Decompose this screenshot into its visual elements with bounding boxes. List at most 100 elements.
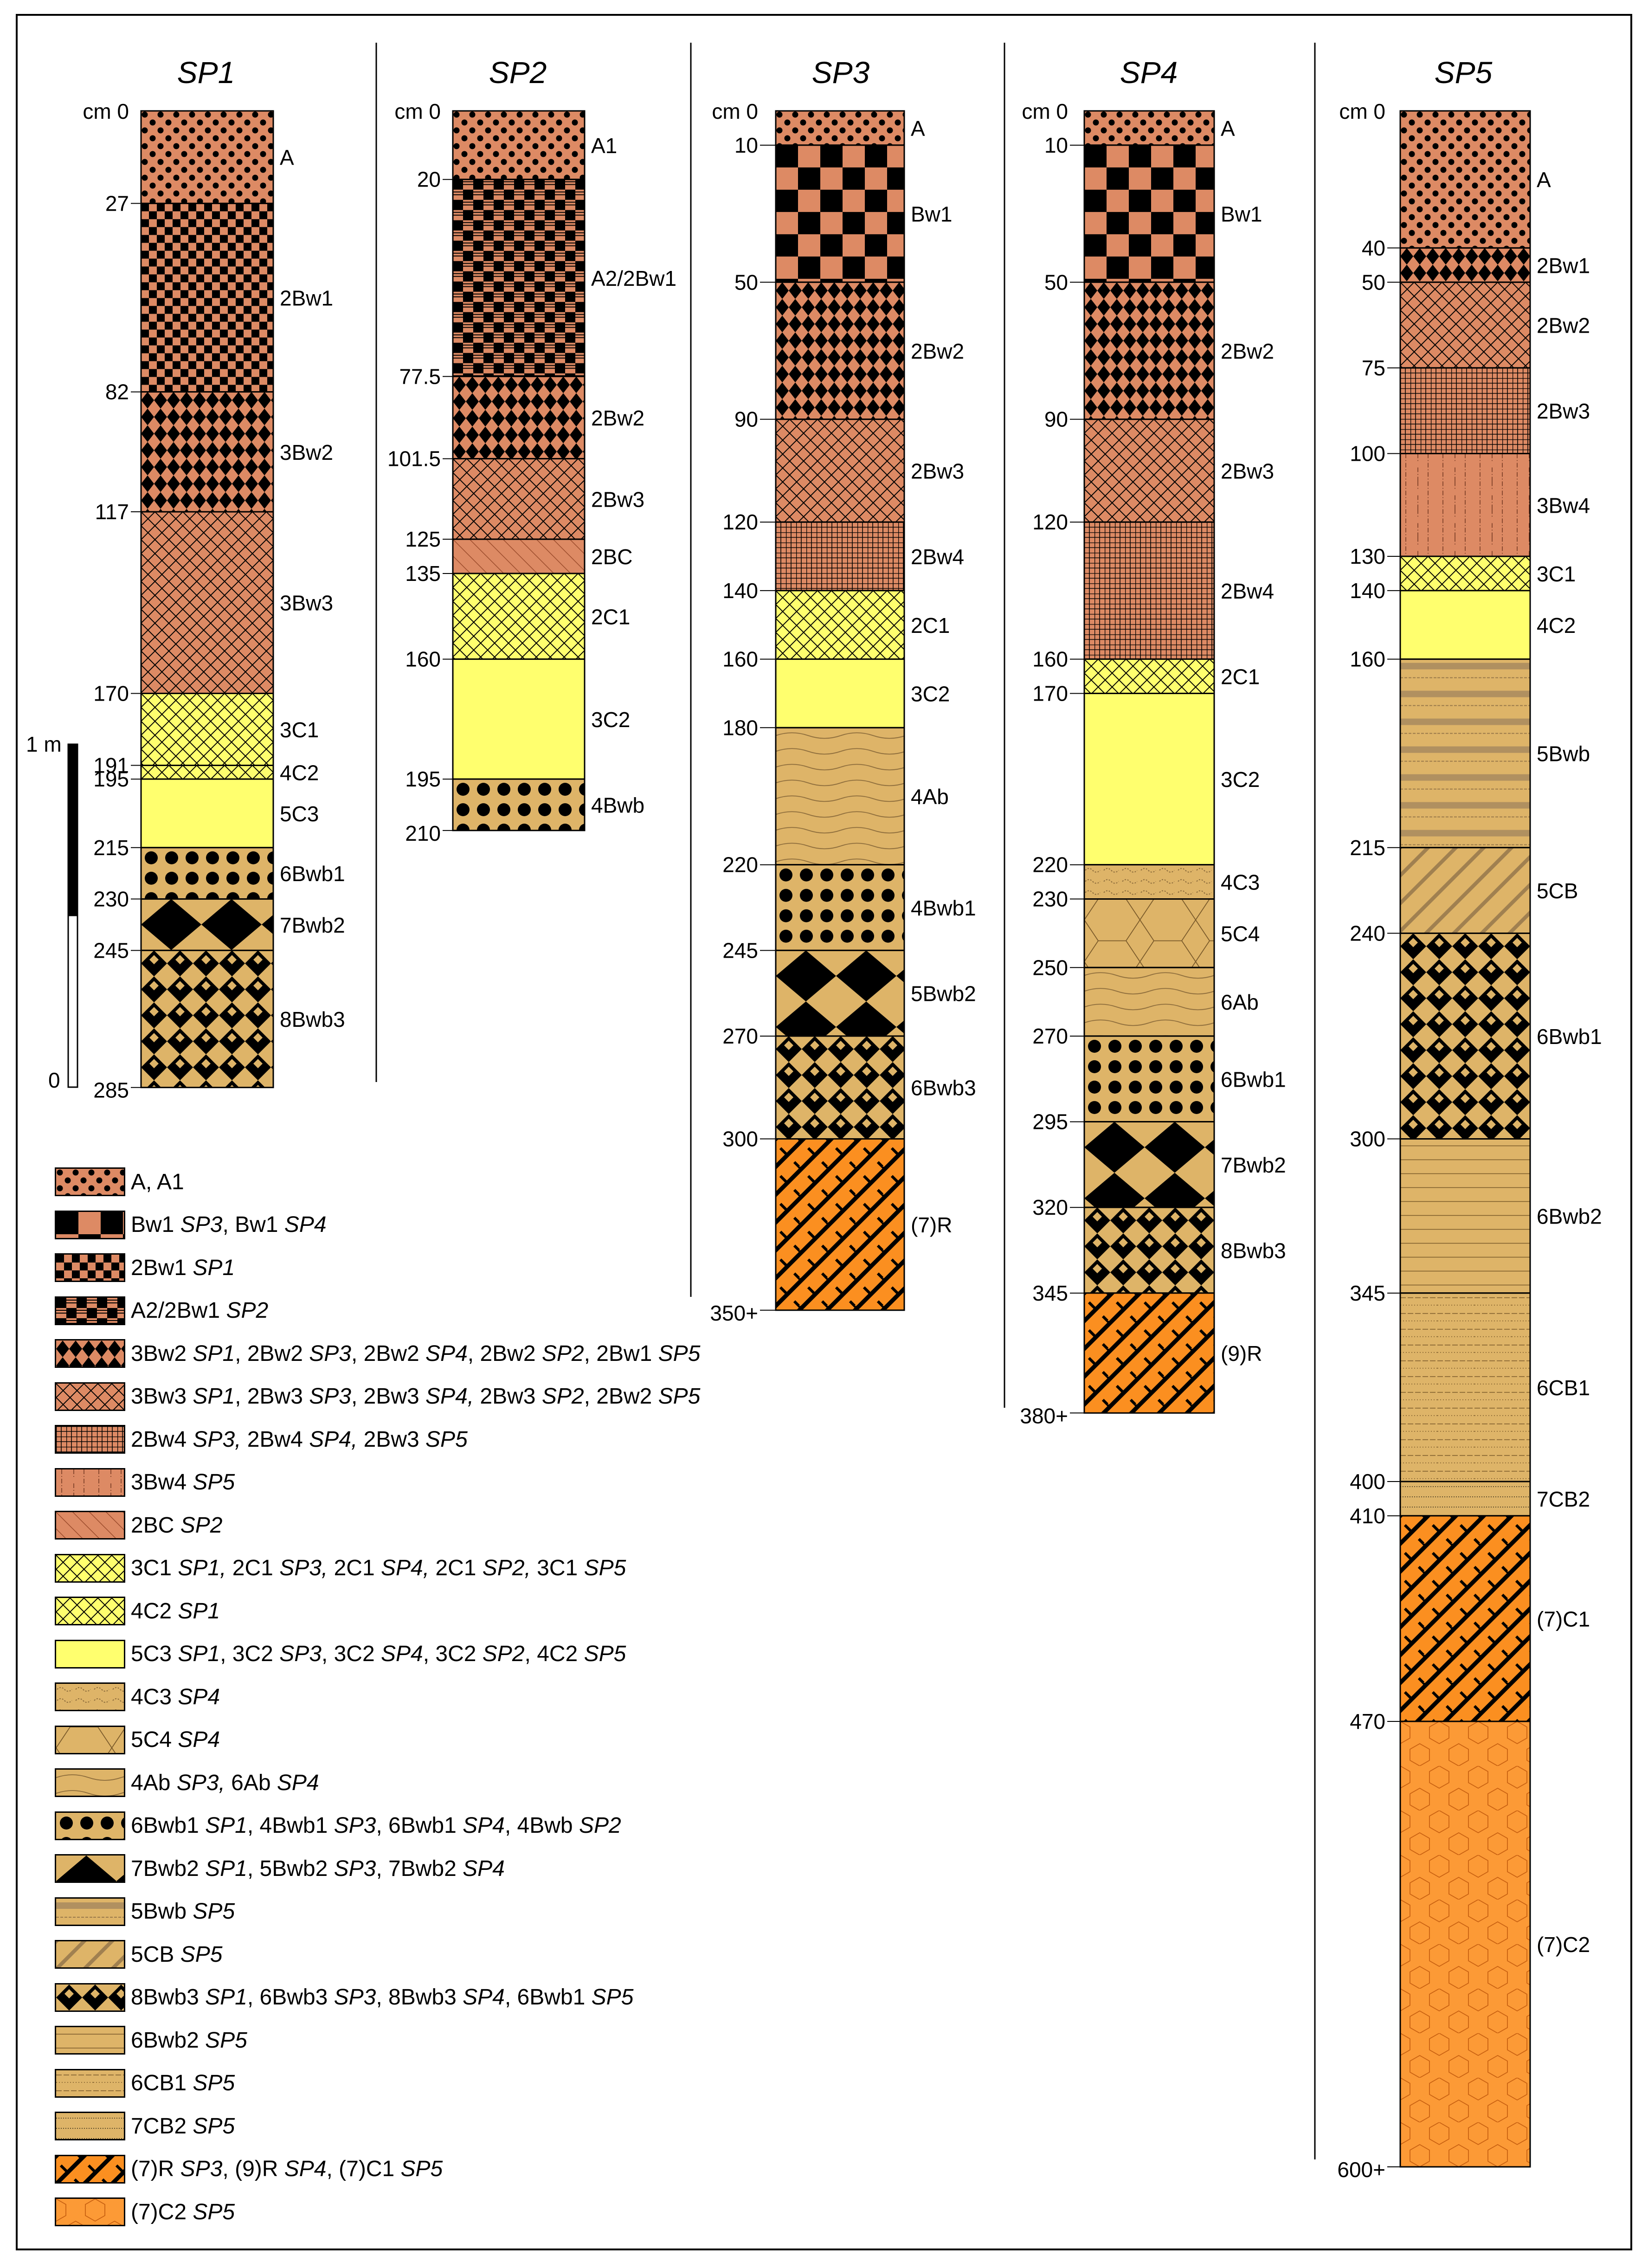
horizon-label: 7Bwb2 [280,913,345,937]
legend-item: Bw1 SP3, Bw1 SP4 [55,1210,327,1240]
horizon-2bw1 [1399,247,1531,283]
depth-label: 40 [1362,236,1385,260]
soil-profiles-diagram: SP1 A 2Bw1 3Bw2 3Bw3 3C1 4C2 5C3 6Bwb1 7Bwb2 8Bwb3… [26,43,1602,2182]
horizon-7c1 [1399,1515,1531,1722]
legend-item: 4Ab SP3, 6Ab SP4 [55,1767,319,1798]
horizon-3bw4 [1399,453,1531,557]
horizon-label: 7Bwb2 [1221,1153,1286,1177]
legend-swatch [55,1597,125,1625]
legend-swatch [55,1167,125,1196]
horizon-label: 4C2 [280,760,319,785]
horizon-6bwb1 [1399,932,1531,1140]
horizon-label: A [911,116,925,141]
horizon-5c4 [1083,898,1215,968]
horizon-3bw2 [140,391,274,513]
depth-label: 470 [1350,1709,1385,1733]
depth-label: 90 [734,407,758,432]
horizon-2c1 [775,590,905,660]
depth-label-end: 210 [405,821,441,845]
legend-item: 5Bwb SP5 [55,1896,235,1927]
scale-bar-black [67,743,78,916]
horizon-label: 5C4 [1221,921,1260,946]
depth-label: 320 [1032,1195,1068,1219]
horizon-3c1 [1399,555,1531,592]
legend-item: 5C4 SP4 [55,1725,220,1755]
legend-label: 2BC SP2 [131,1513,223,1538]
horizon-label: 2Bw3 [1537,399,1590,423]
profile-title: SP3 [812,55,870,90]
depth-label-top: cm 0 [83,99,129,123]
horizon-label: 3C2 [1221,767,1260,792]
depth-label: 140 [1350,579,1385,603]
legend-item: 6CB1 SP5 [55,2068,235,2099]
legend-label: 3Bw4 SP5 [131,1470,235,1495]
depth-label: 215 [1350,836,1385,860]
horizon-4c3 [1083,864,1215,900]
legend-label: 3Bw2 SP1, 2Bw2 SP3, 2Bw2 SP4, 2Bw2 SP2, … [131,1341,701,1366]
legend-swatch [55,1553,125,1583]
horizon-2bc [452,538,586,574]
horizon-a [1083,110,1215,146]
legend-swatch [55,1339,125,1368]
legend-label: 5C3 SP1, 3C2 SP3, 3C2 SP4, 3C2 SP2, 4C2 … [131,1642,626,1666]
depth-label: 230 [1032,887,1068,911]
depth-label: 101.5 [387,447,441,471]
horizon-label: 6Bwb1 [1537,1024,1602,1049]
horizon-label: 2C1 [911,613,950,638]
horizon-label: 5C3 [280,802,319,826]
legend-item: A, A1 [55,1166,184,1197]
horizon-label: 5CB [1537,879,1578,903]
legend-item: 3Bw2 SP1, 2Bw2 SP3, 2Bw2 SP4, 2Bw2 SP2, … [55,1338,700,1369]
depth-label: 195 [405,767,441,791]
horizon-label: (7)R [911,1213,952,1237]
horizon-label: (7)C1 [1537,1607,1590,1631]
legend-item: 4C3 SP4 [55,1682,220,1712]
depth-label: 170 [93,681,129,705]
horizon-label: 3C1 [280,718,319,742]
depth-label: 215 [93,836,129,860]
horizon-2bw2 [1083,281,1215,420]
depth-label: 170 [1032,681,1068,705]
legend-label: A2/2Bw1 SP2 [131,1298,269,1323]
depth-label: 220 [722,853,758,877]
depth-label: 300 [1350,1127,1385,1151]
horizon-label: Bw1 [1221,202,1262,226]
depth-label: 50 [1362,270,1385,294]
profile-title: SP5 [1435,55,1493,90]
profile-title: SP1 [177,55,235,90]
depth-label: 75 [1362,356,1385,380]
depth-label-end: 600+ [1337,2158,1385,2182]
legend-label: 6Bwb1 SP1, 4Bwb1 SP3, 6Bwb1 SP4, 4Bwb SP… [131,1813,621,1838]
legend-swatch [55,1725,125,1754]
horizon-2bw3 [1399,367,1531,454]
depth-label: 120 [722,510,758,534]
horizon-4ab [775,727,905,866]
legend-swatch [55,1940,125,1969]
horizon-7bwb2 [1083,1121,1215,1208]
depth-label-end: 285 [93,1078,129,1102]
legend-label: (7)C2 SP5 [131,2199,235,2224]
horizon-label: 4Ab [911,785,949,809]
legend-swatch [55,2154,125,2184]
scale-bar: 1 m 0 [26,732,78,1092]
horizon-label: A2/2Bw1 [591,266,676,290]
scale-bar-zero: 0 [48,1068,60,1092]
legend-swatch [55,2026,125,2055]
horizon-label: 2C1 [591,605,630,629]
scale-bar-white [67,915,78,1088]
depth-label: 125 [405,527,441,551]
depth-label: 82 [105,380,129,404]
depth-label: 77.5 [399,364,441,388]
horizon-3c1 [140,692,274,767]
depth-label: 180 [722,715,758,740]
depth-label: 230 [93,887,129,911]
horizon-5c3 [140,778,274,849]
legend-label: 3Bw3 SP1, 2Bw3 SP3, 2Bw3 SP4, 2Bw3 SP2, … [131,1384,701,1409]
horizon-label: (9)R [1221,1341,1262,1366]
legend-item: 6Bwb1 SP1, 4Bwb1 SP3, 6Bwb1 SP4, 4Bwb SP… [55,1811,621,1841]
legend-swatch [55,1425,125,1454]
legend-item: 2Bw1 SP1 [55,1252,235,1283]
depth-label-top: cm 0 [712,99,758,123]
legend-item: 5C3 SP1, 3C2 SP3, 3C2 SP4, 3C2 SP2, 4C2 … [55,1639,626,1669]
horizon-6bwb1 [1083,1035,1215,1123]
